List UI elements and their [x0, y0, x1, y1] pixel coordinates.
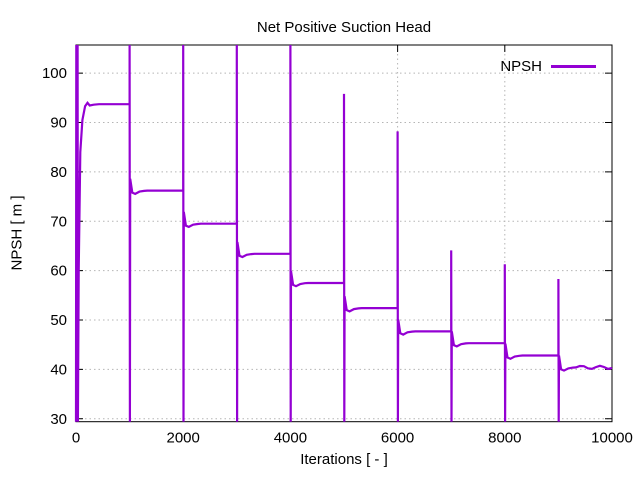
chart-title: Net Positive Suction Head [256, 19, 432, 36]
npsh-curve [74, 44, 613, 422]
x-tick-label: 8000 [488, 430, 521, 447]
y-tick-label: 100 [42, 65, 67, 82]
y-tick-label: 50 [50, 312, 67, 329]
x-tick-label: 6000 [381, 430, 414, 447]
y-tick-label: 90 [50, 115, 67, 132]
x-tick-label: 2000 [167, 430, 200, 447]
y-tick-label: 70 [50, 213, 67, 230]
legend-label: NPSH [500, 58, 542, 75]
y-tick-label: 80 [50, 164, 67, 181]
legend: NPSH [500, 58, 596, 75]
y-tick-label: 40 [50, 361, 67, 378]
x-tick-label: 4000 [274, 430, 307, 447]
y-axis-label: NPSH [ m ] [8, 195, 26, 271]
x-axis-label: Iterations [ - ] [300, 451, 388, 468]
x-tick-label: 0 [72, 430, 80, 447]
legend-line-sample [551, 65, 596, 68]
x-tick-label: 10000 [591, 430, 633, 447]
y-tick-label: 60 [50, 263, 67, 280]
y-tick-label: 30 [50, 411, 67, 428]
